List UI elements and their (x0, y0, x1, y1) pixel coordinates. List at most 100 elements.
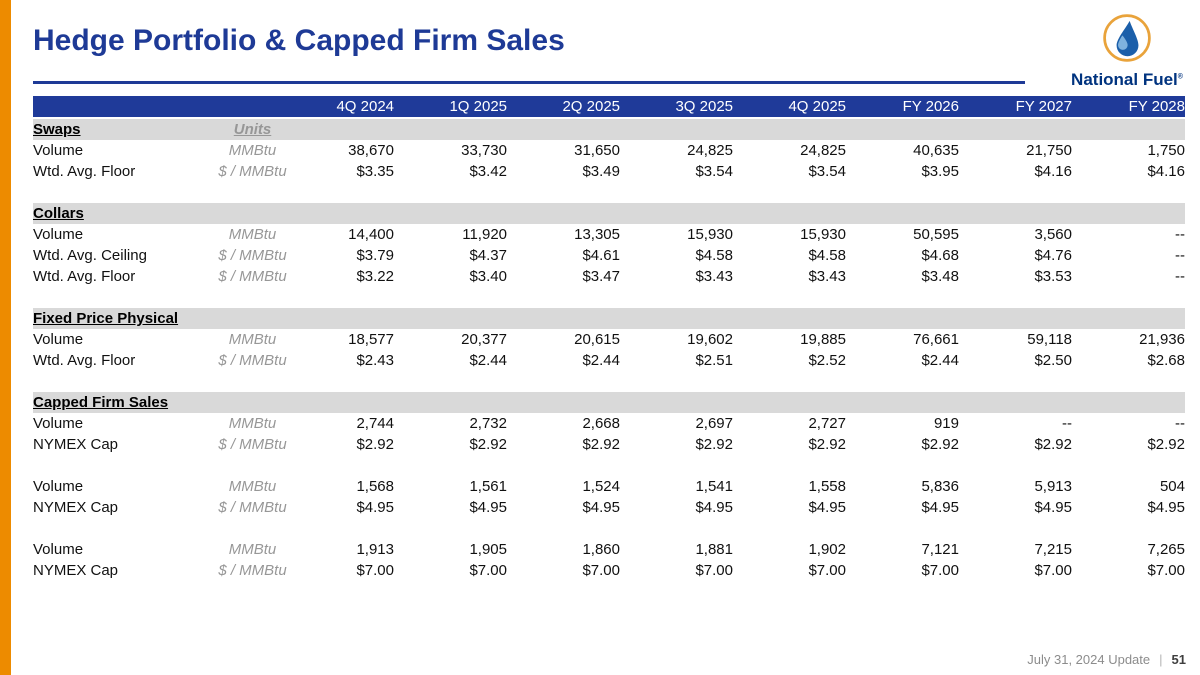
row-value: $4.61 (582, 247, 620, 264)
hedge-portfolio-table: 4Q 2024 1Q 2025 2Q 2025 3Q 2025 4Q 2025 FY 20… (33, 96, 1185, 581)
table-body: Swaps Units Volume MMBtu 38,670 33,730 31,650 2… (33, 118, 1185, 581)
row-value: 5,913 (1034, 478, 1072, 495)
section-header-row: Swaps Units (33, 118, 1185, 140)
row-units: MMBtu (228, 478, 277, 495)
section-empty-cell (959, 118, 1072, 140)
row-value: 1,558 (808, 478, 846, 495)
row-value: $4.95 (1034, 499, 1072, 516)
row-value: 7,215 (1034, 541, 1072, 558)
row-value: $4.95 (921, 499, 959, 516)
spacer-row (33, 371, 1185, 392)
section-empty-cell (846, 392, 959, 413)
header-cell-period: 2Q 2025 (507, 96, 620, 119)
row-value: $3.22 (356, 268, 394, 285)
row-label: Wtd. Avg. Floor (33, 163, 136, 180)
row-value: $2.52 (808, 352, 846, 369)
row-units: MMBtu (228, 142, 277, 159)
row-value: $2.44 (921, 352, 959, 369)
row-label: Volume (33, 415, 84, 432)
row-value: 19,885 (800, 331, 846, 348)
section-empty-cell (507, 118, 620, 140)
row-label: Volume (33, 331, 84, 348)
section-empty-cell (1072, 308, 1185, 329)
registered-trademark: ® (1177, 73, 1183, 81)
table-header-row: 4Q 2024 1Q 2025 2Q 2025 3Q 2025 4Q 2025 FY 20… (33, 96, 1185, 119)
row-value: $2.50 (1034, 352, 1072, 369)
row-value: 59,118 (1027, 331, 1072, 348)
row-value: $3.43 (808, 268, 846, 285)
row-value: 2,732 (469, 415, 507, 432)
row-units: $ / MMBtu (218, 499, 287, 516)
row-value: $7.00 (695, 562, 733, 579)
section-empty-cell (846, 203, 959, 224)
section-empty-cell (394, 203, 507, 224)
row-value: $2.92 (695, 436, 733, 453)
row-value: $4.95 (582, 499, 620, 516)
table-row: Volume MMBtu 14,400 11,920 13,305 15,930 15,93… (33, 224, 1185, 245)
row-value: 21,750 (1026, 142, 1072, 159)
row-value: 11,920 (462, 226, 507, 243)
row-label: Volume (33, 226, 84, 243)
section-name: Collars (33, 203, 193, 224)
row-value: 1,860 (582, 541, 620, 558)
row-value: $4.95 (1147, 499, 1185, 516)
logo-wordmark: National Fuel® (1071, 70, 1183, 89)
row-value: 15,930 (687, 226, 733, 243)
table-row: Wtd. Avg. Floor $ / MMBtu $2.43 $2.44 $2.44 $… (33, 350, 1185, 371)
row-units: $ / MMBtu (218, 268, 287, 285)
header-cell-period: 4Q 2024 (312, 96, 394, 119)
section-empty-cell (1072, 392, 1185, 413)
row-label: NYMEX Cap (33, 499, 119, 516)
section-header-row: Capped Firm Sales (33, 392, 1185, 413)
row-value: $3.95 (921, 163, 959, 180)
section-empty-cell (394, 392, 507, 413)
row-value: 13,305 (574, 226, 620, 243)
table-row: Wtd. Avg. Ceiling $ / MMBtu $3.79 $4.37 $4.6… (33, 245, 1185, 266)
section-empty-cell (620, 203, 733, 224)
slide-footer: July 31, 2024 Update | 51 (1027, 652, 1186, 667)
row-value: $4.95 (469, 499, 507, 516)
table-row: Wtd. Avg. Floor $ / MMBtu $3.22 $3.40 $3.47 $… (33, 266, 1185, 287)
row-label: Volume (33, 478, 84, 495)
row-value: $4.58 (695, 247, 733, 264)
row-value: $4.58 (808, 247, 846, 264)
header-cell-period: FY 2028 (1072, 96, 1185, 119)
row-label: Wtd. Avg. Floor (33, 352, 136, 369)
row-value: 1,902 (808, 541, 846, 558)
spacer-row (33, 287, 1185, 308)
row-value: 21,936 (1139, 331, 1185, 348)
table-row: NYMEX Cap $ / MMBtu $2.92 $2.92 $2.92 $2.92 $2… (33, 434, 1185, 455)
row-value: $3.79 (356, 247, 394, 264)
row-value: $4.95 (356, 499, 394, 516)
spacer-row (33, 455, 1185, 476)
row-value: 24,825 (687, 142, 733, 159)
row-value: $2.92 (582, 436, 620, 453)
row-value: $2.44 (582, 352, 620, 369)
section-empty-cell (312, 118, 394, 140)
row-value: $2.51 (695, 352, 733, 369)
section-empty-cell (733, 203, 846, 224)
section-empty-cell (312, 308, 394, 329)
row-units: MMBtu (228, 331, 277, 348)
row-value: $7.00 (808, 562, 846, 579)
row-value: 31,650 (574, 142, 620, 159)
section-name: Swaps (33, 118, 193, 140)
row-value: 19,602 (687, 331, 733, 348)
section-empty-cell (959, 392, 1072, 413)
row-value: $3.43 (695, 268, 733, 285)
section-empty-cell (312, 203, 394, 224)
units-header: Units (193, 118, 312, 140)
table-row: Volume MMBtu 18,577 20,377 20,615 19,602 19,88… (33, 329, 1185, 350)
row-value: $2.92 (1034, 436, 1072, 453)
section-empty-cell (620, 392, 733, 413)
footer-date: July 31, 2024 Update (1027, 652, 1151, 667)
row-value: $2.92 (808, 436, 846, 453)
table-row: Volume MMBtu 2,744 2,732 2,668 2,697 2,727 919 -… (33, 413, 1185, 434)
row-label: Volume (33, 541, 84, 558)
units-header (193, 392, 312, 413)
row-value: 1,750 (1147, 142, 1185, 159)
row-value: $3.49 (582, 163, 620, 180)
row-value: $2.43 (356, 352, 394, 369)
row-value: $3.35 (356, 163, 394, 180)
row-value: -- (1175, 268, 1185, 285)
